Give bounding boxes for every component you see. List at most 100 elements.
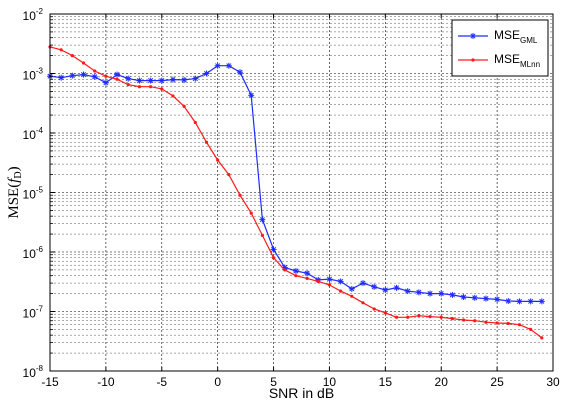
- data-point-0: [337, 278, 344, 285]
- marker-arm: [159, 78, 165, 84]
- data-point-1: [406, 315, 410, 319]
- marker-arm: [427, 291, 433, 297]
- marker-arm: [494, 296, 500, 302]
- data-point-0: [259, 216, 266, 223]
- data-point-1: [115, 77, 119, 81]
- x-tick-label: 10: [323, 375, 337, 389]
- data-point-1: [506, 321, 510, 326]
- marker-arm: [470, 33, 476, 39]
- marker-arm: [516, 298, 523, 304]
- data-point-1: [160, 87, 164, 91]
- marker-arm: [416, 289, 422, 295]
- marker-arm: [304, 270, 310, 276]
- data-point-0: [415, 289, 422, 296]
- data-point-1: [126, 83, 130, 87]
- data-point-1: [394, 315, 399, 319]
- data-point-1: [182, 104, 186, 108]
- data-point-0: [203, 70, 210, 77]
- data-point-1: [428, 315, 432, 319]
- marker-arm: [192, 76, 198, 82]
- y-tick-label: 10-3: [23, 67, 44, 83]
- data-point-1: [294, 274, 298, 278]
- data-point-0: [359, 280, 366, 287]
- marker-arm: [371, 284, 377, 290]
- y-tick-label: 10-7: [23, 305, 44, 321]
- marker-arm: [237, 69, 243, 75]
- marker-arm: [203, 70, 210, 77]
- legend-marker-shape: [470, 33, 476, 39]
- axis-ticks: [49, 13, 554, 372]
- data-point-1: [350, 294, 354, 298]
- data-point-0: [125, 75, 132, 82]
- data-point-0: [438, 290, 445, 297]
- y-tick-label: 10-4: [23, 126, 44, 142]
- data-point-0: [505, 298, 512, 305]
- data-point-0: [114, 71, 121, 78]
- legend-label-mlnn: MSEMLnn: [494, 52, 540, 69]
- data-point-1: [372, 307, 376, 311]
- x-tick-label: -5: [156, 375, 167, 389]
- marker-arm: [393, 285, 400, 291]
- marker-arm: [80, 72, 87, 78]
- data-point-0: [91, 73, 98, 80]
- data-point-0: [538, 298, 545, 305]
- marker-arm: [505, 298, 511, 304]
- marker-arm: [215, 63, 221, 69]
- data-point-1: [93, 69, 97, 73]
- data-point-0: [348, 285, 355, 292]
- y-tick-label: 10-2: [23, 7, 44, 23]
- marker-arm: [181, 77, 187, 83]
- marker-arm: [461, 294, 467, 300]
- series-layer: [47, 45, 545, 340]
- data-point-1: [339, 289, 343, 293]
- marker-arm: [349, 286, 355, 292]
- marker-arm: [528, 298, 534, 304]
- x-tick-label: 30: [546, 375, 560, 389]
- data-point-1: [104, 74, 108, 78]
- data-point-0: [80, 71, 87, 78]
- marker-arm: [58, 75, 64, 81]
- tick-labels: -15 -10 -5 0 5 10 15 20 25 30 10-8 10-7 10-6 10-5 10-4…: [23, 7, 560, 389]
- data-point-0: [225, 62, 232, 69]
- data-point-0: [292, 267, 299, 274]
- data-point-0: [393, 284, 400, 291]
- data-point-0: [147, 77, 154, 84]
- data-point-0: [460, 294, 467, 301]
- y-tick-label: 10-8: [23, 364, 44, 380]
- marker-arm: [449, 292, 455, 298]
- data-point-1: [361, 301, 365, 305]
- legend: MSEGML MSEMLnn: [451, 19, 549, 77]
- data-point-0: [214, 62, 221, 69]
- data-point-1: [327, 283, 332, 287]
- marker-arm: [125, 76, 131, 82]
- data-point-1: [149, 85, 153, 89]
- marker-arm: [114, 72, 120, 78]
- legend-label-gml: MSEGML: [494, 28, 538, 45]
- data-point-0: [527, 298, 534, 305]
- marker-arm: [92, 74, 98, 80]
- data-point-1: [439, 315, 443, 319]
- y-tick-label: 10-6: [23, 245, 44, 261]
- legend-marker-shape: [471, 58, 475, 62]
- data-point-0: [237, 69, 244, 76]
- marker-arm: [472, 295, 478, 301]
- y-axis-label: MSE(fD): [6, 166, 24, 218]
- data-point-0: [248, 92, 255, 99]
- data-point-1: [137, 85, 142, 89]
- legend-box: [451, 19, 549, 77]
- data-point-0: [382, 286, 389, 293]
- marker-arm: [271, 246, 277, 253]
- data-point-0: [427, 290, 434, 297]
- marker-arm: [69, 73, 75, 79]
- data-point-1: [529, 327, 533, 332]
- data-point-0: [169, 76, 176, 83]
- data-point-1: [305, 276, 309, 280]
- data-point-0: [371, 283, 378, 290]
- x-tick-label: -15: [41, 375, 59, 389]
- marker-arm: [103, 80, 109, 86]
- marker-arm: [405, 288, 411, 294]
- legend-marker-gml: [470, 33, 476, 39]
- marker-arm: [338, 278, 344, 284]
- data-point-1: [450, 316, 454, 321]
